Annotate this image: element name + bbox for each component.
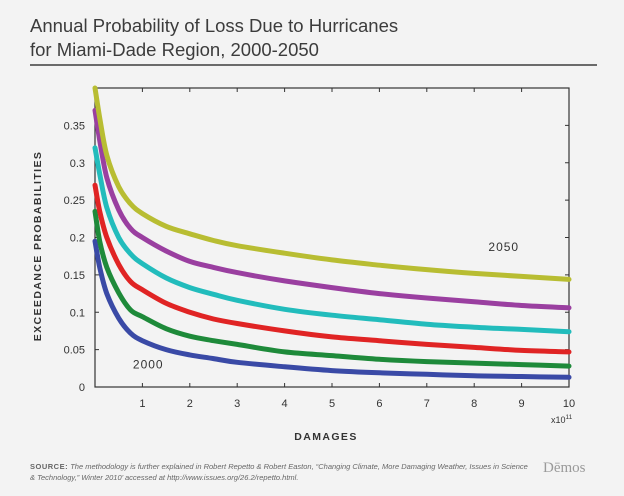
x-tick-label: 1 <box>139 398 145 410</box>
chart-title: Annual Probability of Loss Due to Hurric… <box>30 14 590 62</box>
series-line-6 <box>92 85 572 282</box>
y-tick-label: 0 <box>79 382 85 394</box>
y-tick-label: 0.25 <box>64 195 85 207</box>
y-axis-label: EXCEEDANCE PROBABILITIES <box>32 151 44 342</box>
x-axis-label: DAMAGES <box>294 431 357 443</box>
source-label: SOURCE: <box>30 462 69 471</box>
x-tick-label: 4 <box>282 398 288 410</box>
y-tick-label: 0.05 <box>64 345 85 357</box>
annotation-label-1: 2000 <box>133 357 164 371</box>
x-axis-multiplier-exponent: 11 <box>566 414 573 421</box>
series-line-5 <box>92 107 572 311</box>
series-line-4 <box>92 145 572 335</box>
x-tick-label: 8 <box>471 398 477 410</box>
y-tick-label: 0.3 <box>70 158 85 170</box>
x-tick-label: 2 <box>187 398 193 410</box>
x-tick-label: 5 <box>329 398 335 410</box>
x-tick-label: 7 <box>424 398 430 410</box>
chart-title-line-2: for Miami-Dade Region, 2000-2050 <box>30 39 319 60</box>
y-tick-label: 0.35 <box>64 120 85 132</box>
series-line-1 <box>92 238 572 380</box>
title-divider <box>30 64 597 66</box>
plot-area: 0 0.05 0.1 0.15 0.2 0.25 0.3 0.35 1 2 3 4 5 6 7 8 9 10 200… <box>64 85 575 410</box>
demos-logo: Dēmos <box>543 460 586 476</box>
x-tick-label: 10 <box>563 398 575 410</box>
x-tick-label: 3 <box>234 398 240 410</box>
chart-title-line-1: Annual Probability of Loss Due to Hurric… <box>30 15 399 36</box>
plot-frame <box>94 87 570 388</box>
series-line-2 <box>92 208 572 369</box>
x-tick-label: 6 <box>376 398 382 410</box>
y-tick-label: 0.1 <box>70 307 85 319</box>
y-tick-label: 0.2 <box>70 233 85 245</box>
annotation-label-2: 2050 <box>488 240 519 254</box>
y-tick-label: 0.15 <box>64 270 85 282</box>
series-line-3 <box>92 182 572 355</box>
source-text: The methodology is further explained in … <box>30 462 528 482</box>
x-axis-multiplier: x1011 <box>551 414 573 425</box>
source-note: SOURCE: The methodology is further expla… <box>30 461 530 483</box>
x-axis-multiplier-base: x10 <box>551 415 566 425</box>
x-tick-label: 9 <box>519 398 525 410</box>
